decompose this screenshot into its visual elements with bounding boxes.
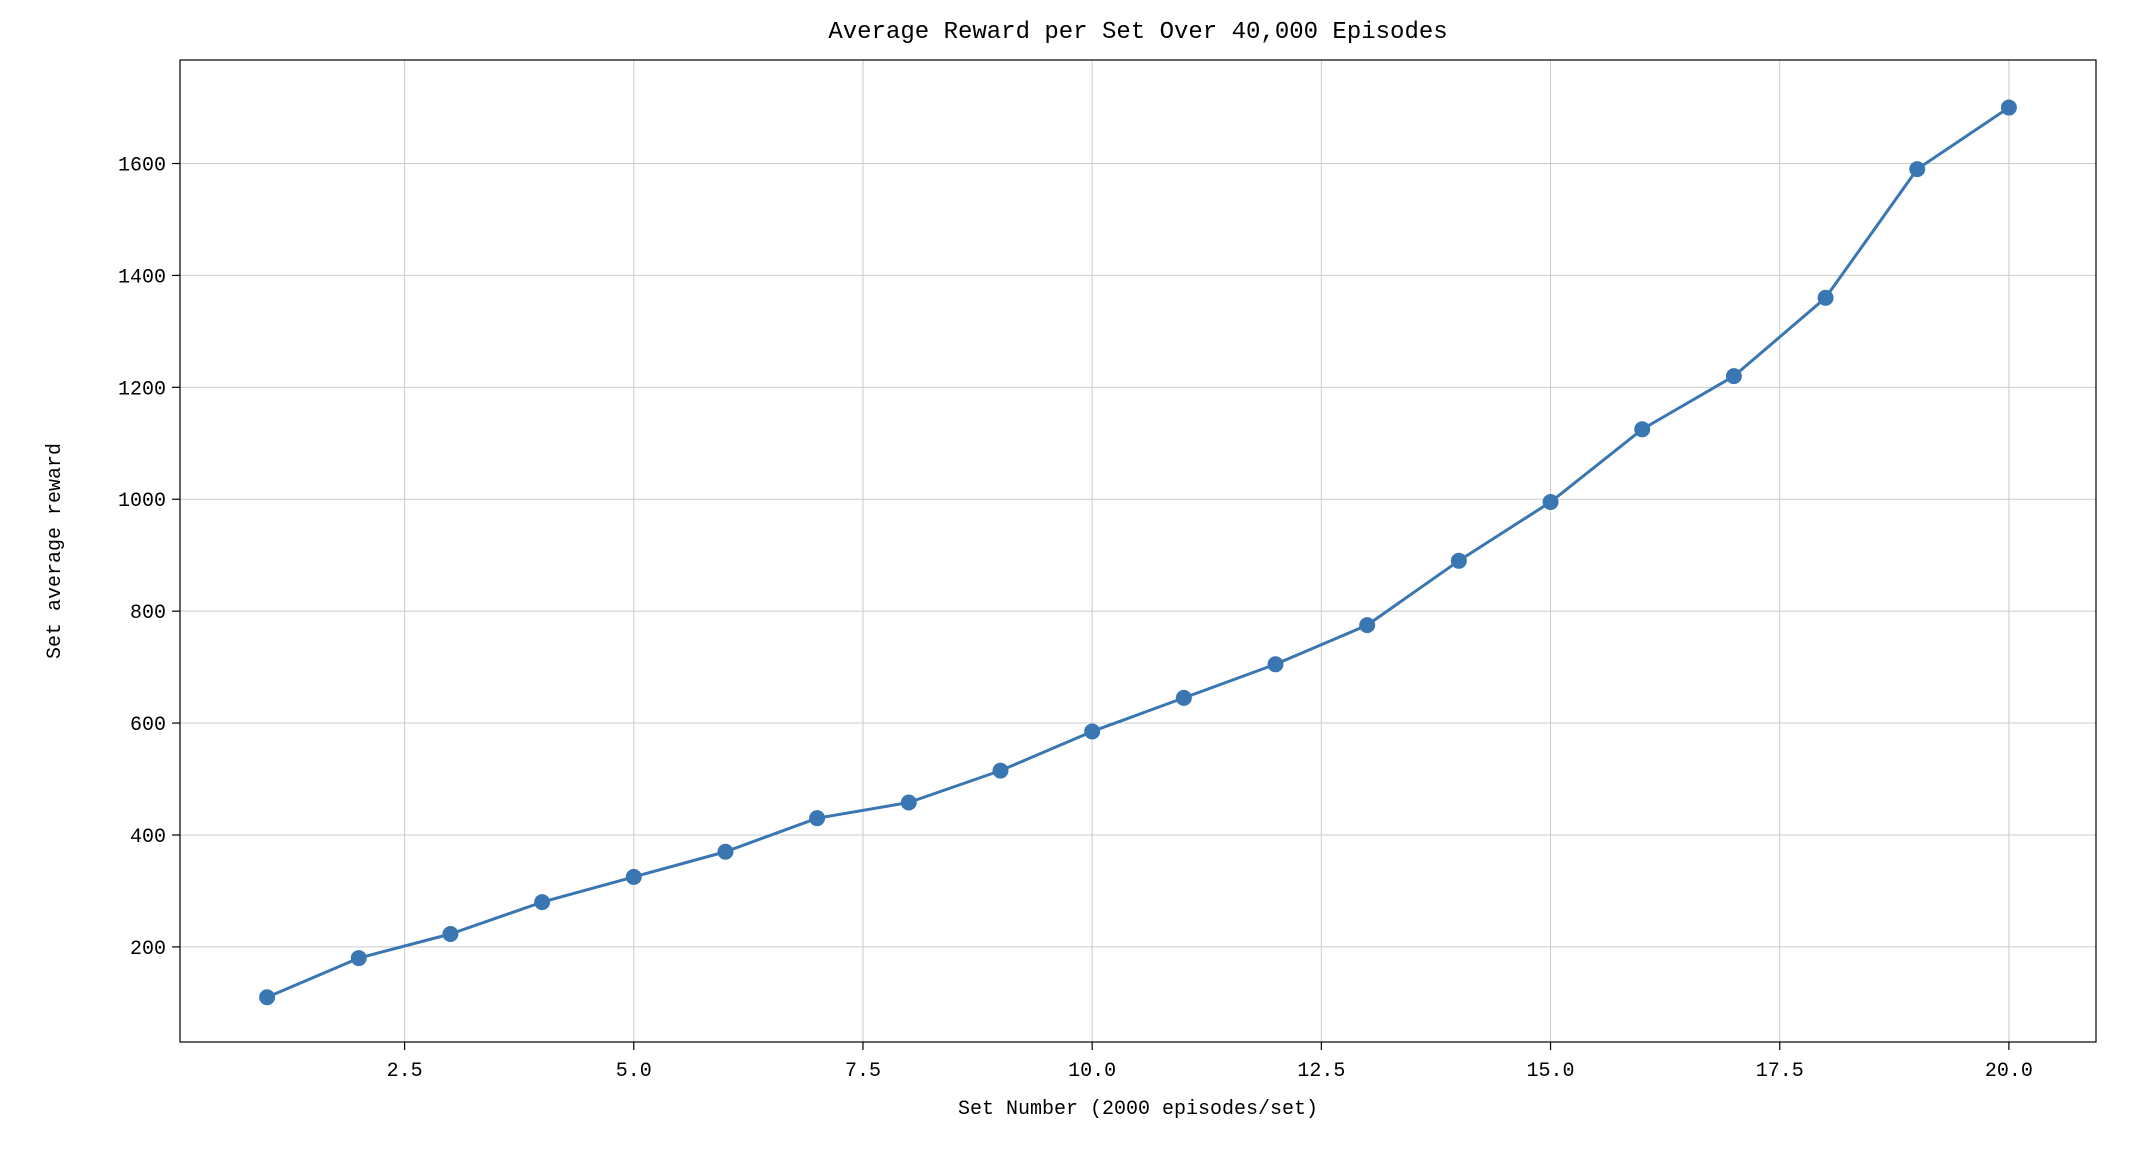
chart-background (0, 0, 2156, 1152)
x-tick-label: 2.5 (387, 1060, 423, 1083)
x-tick-label: 10.0 (1068, 1060, 1116, 1083)
x-tick-label: 20.0 (1985, 1060, 2033, 1083)
y-axis-label: Set average reward (44, 443, 67, 659)
chart-container: 2.5 5.0 7.5 10.0 12.5 15.0 17.5 20.0 200 400 600 80… (0, 0, 2156, 1152)
x-tick-label: 5.0 (616, 1060, 652, 1083)
data-marker (901, 795, 917, 811)
x-axis-label: Set Number (2000 episodes/set) (958, 1098, 1318, 1121)
data-marker (1268, 656, 1284, 672)
x-tick-label: 7.5 (845, 1060, 881, 1083)
data-marker (1909, 161, 1925, 177)
y-tick-label: 400 (130, 826, 166, 849)
data-marker (442, 926, 458, 942)
data-marker (351, 950, 367, 966)
x-tick-label: 15.0 (1527, 1060, 1575, 1083)
x-tick-label: 12.5 (1297, 1060, 1345, 1083)
data-marker (1634, 421, 1650, 437)
data-marker (2001, 100, 2017, 116)
data-marker (534, 894, 550, 910)
data-marker (626, 869, 642, 885)
y-tick-label: 1200 (118, 378, 166, 401)
data-marker (1543, 494, 1559, 510)
data-marker (1451, 553, 1467, 569)
data-marker (809, 810, 825, 826)
y-tick-label: 1400 (118, 266, 166, 289)
data-marker (259, 989, 275, 1005)
data-marker (992, 763, 1008, 779)
data-marker (1359, 617, 1375, 633)
data-marker (1176, 690, 1192, 706)
line-chart: 2.5 5.0 7.5 10.0 12.5 15.0 17.5 20.0 200 400 600 80… (0, 0, 2156, 1152)
data-marker (1084, 723, 1100, 739)
y-tick-label: 1000 (118, 490, 166, 513)
y-tick-label: 200 (130, 938, 166, 961)
data-marker (717, 844, 733, 860)
data-marker (1818, 290, 1834, 306)
x-tick-label: 17.5 (1756, 1060, 1804, 1083)
chart-title: Average Reward per Set Over 40,000 Episo… (828, 19, 1447, 46)
data-marker (1726, 368, 1742, 384)
y-tick-label: 1600 (118, 155, 166, 178)
y-tick-label: 600 (130, 714, 166, 737)
y-tick-label: 800 (130, 602, 166, 625)
